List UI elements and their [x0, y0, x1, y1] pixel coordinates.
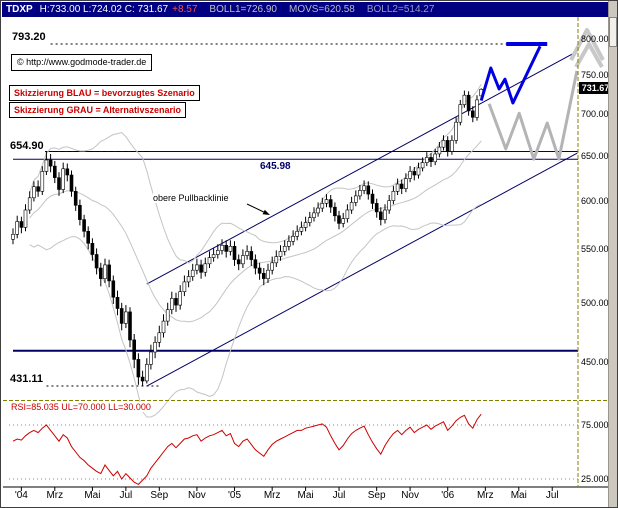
date-axis-label: '04 — [14, 490, 28, 501]
price-level-label-645: 645.98 — [259, 161, 292, 172]
vertical-scrollbar[interactable] — [608, 1, 617, 507]
price-axis-label: 600.00 — [581, 195, 609, 206]
price-axis-label: 700.00 — [581, 109, 609, 120]
change-label: +8.57 — [172, 4, 198, 15]
price-level-label-793: 793.20 — [11, 31, 47, 43]
copyright-text: © http://www.godmode-trader.de — [17, 57, 147, 67]
date-axis-label: '05 — [228, 490, 242, 501]
date-axis-label: Sep — [150, 490, 169, 501]
blue-scenario-note: Skizzierung BLAU = bevorzugtes Szenario — [9, 85, 200, 101]
date-axis-label: Nov — [188, 490, 206, 501]
price-level-label-654: 654.90 — [9, 140, 45, 152]
movs-label: MOVS=620.58 — [288, 4, 355, 15]
date-axis-label: Nov — [401, 490, 419, 501]
title-bar: TDXP H:733.00 L:724.02 C: 731.67 +8.57 BOLL… — [2, 2, 608, 17]
price-axis-label: 650.00 — [581, 150, 609, 161]
date-axis-label: Mrz — [476, 490, 494, 501]
price-axis-label: 550.00 — [581, 244, 609, 255]
rsi-plot — [9, 413, 578, 486]
price-level-label-431: 431.11 — [9, 373, 45, 385]
axes — [3, 17, 611, 491]
ohlc-label: H:733.00 L:724.02 C: 731.67 — [39, 4, 169, 15]
rsi-axis-label: 75.000 — [581, 420, 609, 430]
rsi-indicator-label: RSI=85.035 UL=70.000 LL=30.000 — [11, 402, 151, 412]
date-axis-label: Sep — [367, 490, 386, 501]
date-axis-label: Mrz — [263, 490, 281, 501]
date-axis-label: Mrz — [46, 490, 64, 501]
candlesticks — [11, 88, 484, 386]
date-axis-label: '06 — [441, 490, 455, 501]
current-price-tag: 731.67 — [579, 82, 612, 94]
gray-scenario-note: Skizzierung GRAU = Alternativszenario — [9, 102, 186, 118]
price-axis-label: 500.00 — [581, 297, 609, 308]
price-axis-label: 750.00 — [581, 70, 609, 81]
copyright-watermark: © http://www.godmode-trader.de — [11, 54, 153, 71]
date-axis-label: Jul — [545, 490, 559, 501]
price-axis-label: 450.00 — [581, 356, 609, 367]
trend-lines — [146, 50, 578, 387]
symbol-label: TDXP — [6, 4, 33, 15]
bollinger-bands — [29, 83, 482, 418]
boll2-label: BOLL2=514.27 — [366, 4, 435, 15]
date-axis-label: Mai — [510, 490, 527, 501]
rsi-axis-label: 25.000 — [581, 474, 609, 484]
date-axis-label: Mai — [84, 490, 101, 501]
scenario-sketches — [479, 28, 605, 161]
price-axis-label: 800.00 — [581, 34, 609, 45]
date-axis-label: Mai — [297, 490, 314, 501]
pullback-line-label: obere Pullbacklinie — [153, 193, 229, 203]
date-axis-label: Jul — [332, 490, 346, 501]
scrollbar-thumb[interactable] — [609, 17, 617, 47]
boll1-label: BOLL1=726.90 — [209, 4, 277, 15]
date-axis-label: Jul — [119, 490, 133, 501]
annotation-arrow — [246, 203, 270, 215]
level-lines — [13, 43, 579, 387]
